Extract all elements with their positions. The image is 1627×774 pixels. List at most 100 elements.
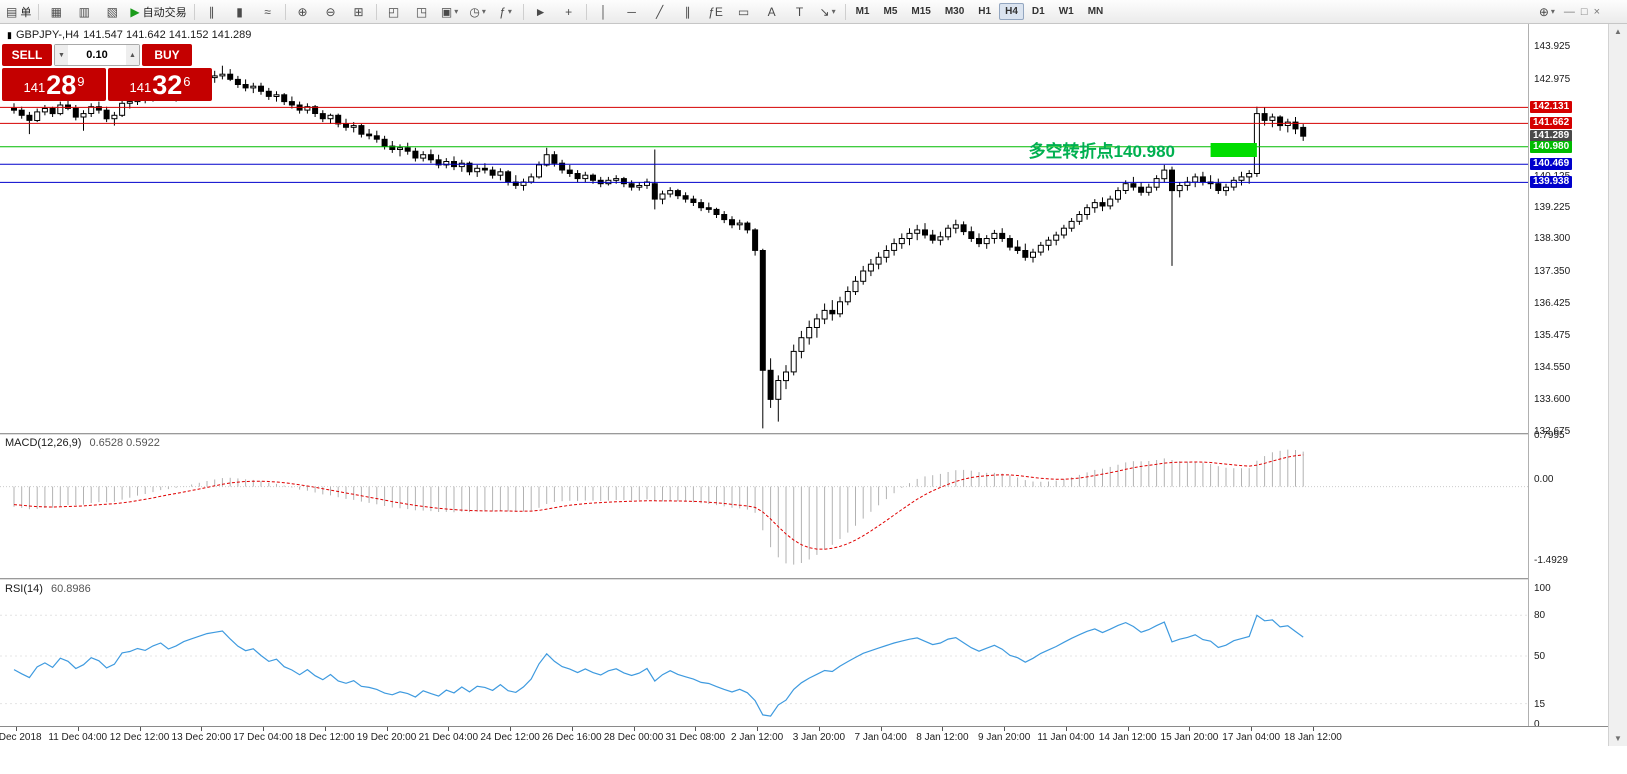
horizontal-line-icon: ─ [627,4,636,19]
zoom-preset-button[interactable]: ⊕ ▾ [1534,1,1560,23]
annotation-text[interactable]: 多空转折点140.980 [1028,142,1175,161]
one-click-trade-panel: SELL ▼ ▲ BUY 141 28 9 141 32 6 [2,44,212,101]
line-chart-button[interactable]: ≈ [255,1,281,23]
macd-indicator-plot[interactable] [0,435,1528,578]
profiles-button[interactable]: ▦ [43,1,69,23]
cursor-button[interactable]: ► [528,1,554,23]
navigator-button[interactable]: ▧ [99,1,125,23]
scroll-down-icon[interactable]: ▼ [1614,734,1622,743]
sell-price-point: 9 [77,74,85,89]
vertical-line-button[interactable]: │ [591,1,617,23]
toolbar: ▤ 单 ▦ ▥ ▧ ▶ 自动交易 ∥ ▮ ≈ ⊕ ⊖ ⊞ ◰ ◳ ▣ ▾ ◷ ▾ ƒ ▾ ► + │ ─ ╱ ∥ ƒE ▭ A T ↘ ▾ M1… [0,0,1627,24]
time-axis-label: 21 Dec 04:00 [418,732,479,743]
label-icon: T [795,4,804,19]
price-axis[interactable]: 143.925142.975140.125139.225138.300137.3… [1528,24,1608,746]
timeframe-mn-button[interactable]: MN [1087,6,1104,17]
rsi-indicator-plot[interactable] [0,580,1528,726]
volume-input[interactable] [68,45,126,65]
time-axis-label: 11 Dec 04:00 [48,732,108,743]
scroll-up-icon[interactable]: ▲ [1614,27,1622,36]
text-button[interactable]: A [759,1,785,23]
sell-button[interactable]: SELL [2,44,52,66]
time-axis-tick [757,727,759,731]
annotation-rectangle[interactable] [1210,143,1257,157]
crosshair-button[interactable]: + [556,1,582,23]
rsi-axis-label: 80 [1534,610,1546,622]
zoom-in-button[interactable]: ⊕ [290,1,316,23]
time-axis-tick [1004,727,1006,731]
time-axis-label: 11 Jan 04:00 [1037,732,1095,743]
trendline-icon: ╱ [655,4,664,19]
timeframe-h4-button[interactable]: H4 [999,3,1024,20]
time-axis-tick [571,727,573,731]
sell-price-display[interactable]: 141 28 9 [2,68,106,101]
time-axis-label: 3 Jan 20:00 [792,732,846,743]
arrow-tools-icon: ↘ [819,4,830,19]
navigator-icon: ▧ [106,4,119,19]
new-order-button[interactable]: ▤ 单 [3,1,34,23]
caret-down-icon: ▾ [831,7,836,16]
volume-box: ▼ ▲ [54,44,140,66]
trendline-button[interactable]: ╱ [647,1,673,23]
timeframe-w1-button[interactable]: W1 [1058,6,1074,17]
cascade-windows-icon: ◳ [415,4,428,19]
time-axis-tick [201,727,203,731]
price-badge-141.289: 141.289 [1530,130,1573,143]
autotrading-button[interactable]: ▶ 自动交易 [127,1,189,23]
volume-decrease-button[interactable]: ▼ [55,45,68,65]
restore-window-button[interactable]: □ [1580,5,1588,18]
timeframe-toolbar: M1 M5 M15 M30 H1 H4 D1 W1 MN [849,3,1111,20]
timeframe-m5-button[interactable]: M5 [883,6,898,17]
volume-increase-button[interactable]: ▲ [126,45,139,65]
tile-windows-button[interactable]: ◰ [381,1,407,23]
time-axis-tick [1251,727,1253,731]
time-axis-tick [510,727,512,731]
new-chart-button[interactable]: ▣ ▾ [437,1,463,23]
timeframe-d1-button[interactable]: D1 [1031,6,1045,17]
timeframe-h1-button[interactable]: H1 [978,6,992,17]
indicators-menu-button[interactable]: ƒ ▾ [493,1,519,23]
rsi-line [13,614,1304,717]
close-window-button[interactable]: × [1593,5,1600,18]
time-axis-tick [1189,727,1191,731]
buy-button[interactable]: BUY [142,44,192,66]
line-chart-icon: ≈ [264,4,271,19]
horizontal-line-button[interactable]: ─ [619,1,645,23]
time-axis-tick [1065,727,1067,731]
timeframe-m15-button[interactable]: M15 [911,6,931,17]
cascade-windows-button[interactable]: ◳ [409,1,435,23]
timeframe-m1-button[interactable]: M1 [855,6,870,17]
rsi-axis-label: 50 [1534,651,1546,662]
arrow-tools-button[interactable]: ↘ ▾ [815,1,841,23]
candlestick-chart[interactable] [0,24,1528,433]
period-menu-icon: ◷ [469,4,480,19]
cursor-icon: ► [534,4,547,19]
timeframe-m30-button[interactable]: M30 [944,6,965,17]
label-button[interactable]: T [787,1,813,23]
vertical-scrollbar[interactable]: ▲ ▼ [1608,24,1627,746]
shapes-button[interactable]: ▭ [731,1,757,23]
buy-price-display[interactable]: 141 32 6 [108,68,212,101]
bar-chart-button[interactable]: ∥ [199,1,225,23]
new-order-icon: ▤ [6,4,18,19]
panel-separator[interactable] [0,578,1627,580]
time-axis-tick [386,727,388,731]
crosshair-icon: + [565,4,573,19]
toolbar-separator [522,3,524,20]
time-axis-tick [448,727,450,731]
price-axis-tick: 133.600 [1534,394,1571,406]
market-watch-button[interactable]: ▥ [71,1,97,23]
price-axis-tick: 137.350 [1534,266,1571,277]
channel-button[interactable]: ∥ [675,1,701,23]
panel-separator[interactable] [0,433,1627,435]
zoom-out-button[interactable]: ⊖ [318,1,344,23]
channel-icon: ∥ [684,4,691,19]
candlestick-chart-button[interactable]: ▮ [227,1,253,23]
period-menu-button[interactable]: ◷ ▾ [465,1,491,23]
toolbar-separator [375,3,377,20]
minimize-window-button[interactable]: — [1563,5,1575,18]
grid-button[interactable]: ⊞ [346,1,372,23]
price-axis-tick: 139.225 [1534,201,1571,213]
fibonacci-button[interactable]: ƒE [703,1,729,23]
